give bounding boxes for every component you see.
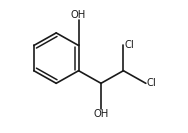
Text: OH: OH	[71, 10, 86, 20]
Text: Cl: Cl	[146, 78, 156, 88]
Text: Cl: Cl	[124, 40, 134, 51]
Text: OH: OH	[93, 109, 109, 119]
